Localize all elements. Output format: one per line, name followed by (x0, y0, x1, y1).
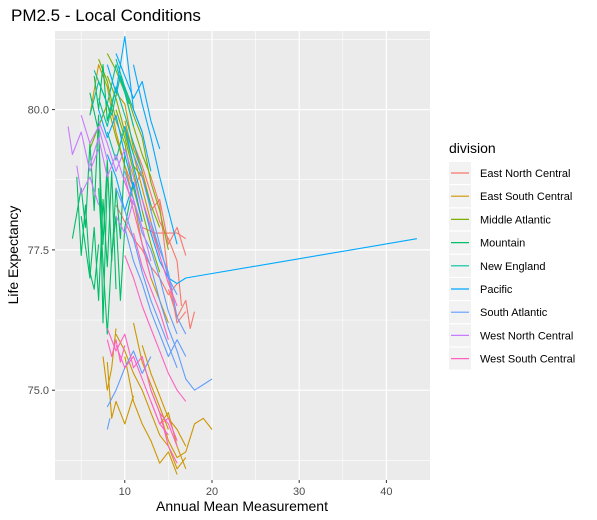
legend-items: East North Central East South Central Midd… (449, 162, 575, 370)
series-line-middle-atlantic (124, 86, 169, 251)
series-east-south-central (89, 64, 213, 475)
series-line-east-south-central (132, 322, 169, 430)
series-line-west-north-central (67, 126, 100, 172)
legend-label: Pacific (480, 284, 513, 296)
y-axis-ticks: 75.0 77.5 80.0 (28, 105, 55, 397)
series-line-west-south-central (132, 232, 169, 340)
series-line-east-south-central (106, 362, 135, 425)
series-line-pacific (124, 126, 417, 285)
series-line-pacific (98, 109, 135, 189)
series-line-east-north-central (124, 165, 187, 256)
series-line-south-atlantic (124, 227, 187, 358)
series-west-south-central (106, 176, 187, 464)
y-tick-label: 75.0 (28, 385, 49, 397)
series-line-mountain (80, 170, 117, 301)
legend-item-west-north-central: West North Central (449, 324, 573, 347)
series-line-mountain (71, 114, 108, 324)
series-line-east-north-central (115, 204, 178, 296)
series-line-east-north-central (132, 143, 183, 307)
legend-item-new-england: New England (449, 254, 545, 277)
x-tick-label: 10 (119, 486, 131, 498)
legend-item-east-north-central: East North Central (449, 162, 570, 184)
legend-item-middle-atlantic: Middle Atlantic (449, 208, 551, 231)
legend-label: New England (480, 261, 545, 273)
x-tick-label: 30 (293, 486, 305, 498)
series-line-west-south-central (150, 401, 178, 441)
series-line-new-england (93, 70, 130, 116)
y-tick-label: 80.0 (28, 105, 49, 117)
series-line-west-south-central (159, 412, 178, 447)
series-line-south-atlantic (106, 418, 111, 430)
x-tick-label: 40 (380, 486, 392, 498)
y-tick-label: 77.5 (28, 245, 49, 257)
legend-item-pacific: Pacific (449, 278, 513, 300)
series-line-new-england (98, 86, 143, 172)
series-line-new-england (89, 64, 135, 127)
series-line-west-south-central (124, 255, 187, 402)
legend-label: South Atlantic (480, 307, 548, 319)
legend-label: East South Central (480, 191, 572, 203)
x-axis-title: Annual Mean Measurement (156, 498, 328, 514)
y-axis-title: Life Expectancy (5, 206, 21, 305)
series-line-west-south-central (106, 328, 178, 464)
series-line-south-atlantic (115, 187, 178, 368)
series-line-south-atlantic (150, 221, 187, 335)
x-tick-label: 20 (206, 486, 218, 498)
series-line-east-south-central (115, 333, 187, 470)
series-line-east-south-central (141, 345, 187, 447)
legend-label: Middle Atlantic (480, 214, 551, 226)
series-line-west-north-central (115, 198, 152, 262)
series-line-south-atlantic (106, 350, 152, 408)
series-line-mountain (89, 92, 126, 262)
series-line-middle-atlantic (98, 58, 143, 222)
series-line-west-south-central (106, 339, 126, 363)
legend-label: East North Central (480, 168, 570, 180)
series-line-west-north-central (98, 120, 143, 211)
legend-item-mountain: Mountain (449, 231, 525, 254)
legend-title: division (449, 140, 496, 156)
series-south-atlantic (106, 154, 213, 430)
chart-title: PM2.5 - Local Conditions (11, 6, 201, 25)
series-line-west-north-central (89, 137, 135, 206)
series-lines (67, 36, 417, 475)
legend-label: West South Central (480, 354, 575, 366)
series-line-pacific (106, 36, 152, 172)
series-line-east-south-central (115, 92, 152, 206)
series-line-east-south-central (124, 120, 161, 256)
legend-label: Mountain (480, 238, 525, 250)
legend-item-east-south-central: East South Central (449, 185, 572, 208)
legend-item-west-south-central: West South Central (449, 347, 575, 370)
x-axis-ticks: 10 20 30 40 (119, 480, 393, 498)
legend: division East North Central East South Ce… (449, 140, 575, 370)
series-line-west-south-central (124, 176, 152, 279)
series-line-pacific (115, 53, 161, 150)
series-line-south-atlantic (141, 244, 213, 391)
minor-gridlines (55, 31, 430, 480)
series-west-north-central (67, 115, 152, 262)
series-line-west-north-central (76, 165, 100, 206)
series-line-west-south-central (141, 199, 178, 307)
legend-label: West North Central (480, 330, 573, 342)
series-line-mountain (76, 176, 100, 290)
series-line-west-north-central (80, 115, 108, 161)
series-line-mountain (93, 64, 117, 122)
series-line-pacific (132, 64, 178, 245)
series-line-east-south-central (89, 64, 169, 324)
legend-item-south-atlantic: South Atlantic (449, 301, 548, 324)
series-line-east-south-central (124, 356, 178, 475)
